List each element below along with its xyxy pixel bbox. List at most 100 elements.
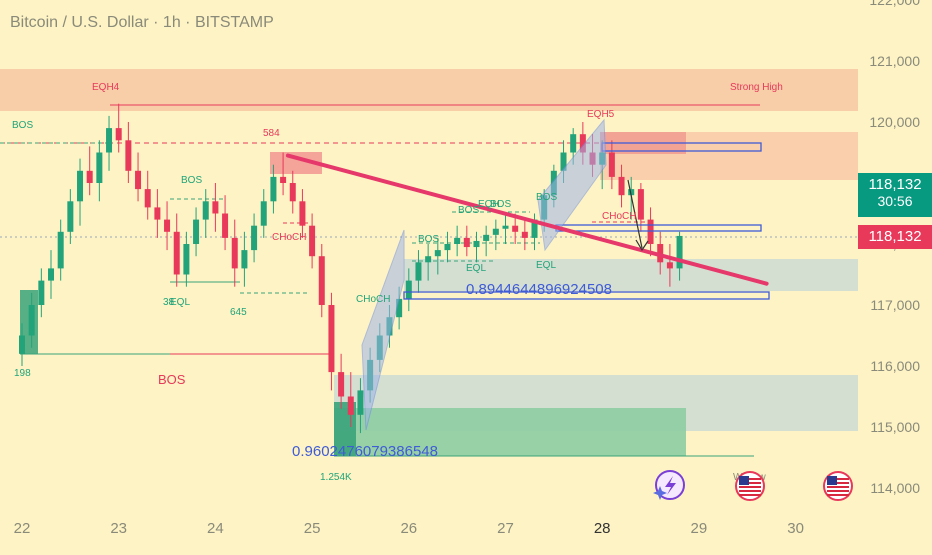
candle-body: [57, 231, 64, 269]
label-bos-c1: BOS: [418, 234, 439, 245]
candle-body: [106, 128, 113, 153]
candle-body: [144, 189, 151, 208]
demand-zone-gray: [404, 259, 858, 291]
candle-body: [357, 390, 364, 415]
candle-body: [96, 152, 103, 183]
flag-stripe: [827, 494, 849, 496]
label-bos-red: BOS: [158, 372, 186, 387]
candle-body: [676, 235, 683, 269]
candle-body: [309, 225, 316, 257]
zones: [0, 69, 858, 456]
candle-body: [492, 228, 499, 235]
label-eqh4: EQH4: [92, 82, 120, 93]
candle-body: [570, 134, 577, 153]
channel-right: [537, 118, 607, 252]
candle-body: [521, 231, 528, 238]
label-bos-c3: BOS: [458, 205, 479, 216]
candle-body: [231, 237, 238, 269]
candle-body: [202, 201, 209, 220]
candle-body: [502, 225, 509, 229]
candle-body: [338, 372, 345, 397]
candle-body: [512, 225, 519, 232]
candle-body: [19, 335, 25, 354]
label-38: 38: [163, 297, 175, 308]
candle-body: [173, 231, 180, 275]
last-price-value: 118,132: [868, 176, 922, 193]
candle-body: [328, 305, 335, 373]
candle-body: [154, 207, 161, 220]
candle-body: [241, 250, 248, 269]
flag-stripe: [827, 486, 849, 488]
price-tick-label: 114,000: [870, 480, 920, 496]
price-tick-label: 122,000: [869, 0, 920, 8]
price-tick-label: 117,000: [870, 297, 920, 313]
flag-stripe: [739, 494, 761, 496]
label-bos-mid: BOS: [181, 175, 202, 186]
countdown-value: 30:56: [877, 193, 913, 209]
label-choch1: CHoCH: [272, 232, 306, 243]
us-flag-icon-2: [823, 471, 853, 501]
flag-stripe: [739, 486, 761, 488]
time-tick-label: 30: [787, 520, 804, 537]
label-bos-left: BOS: [12, 120, 33, 131]
candle-body: [270, 176, 277, 202]
candle-body: [280, 176, 287, 183]
label-584: 584: [263, 128, 280, 139]
candle-body: [193, 219, 200, 244]
candle-body: [289, 183, 296, 202]
cursor-price-tag: 118,132: [858, 225, 932, 249]
candle-body: [135, 170, 142, 190]
candle-body: [560, 152, 567, 171]
candle-body: [434, 250, 441, 257]
strong-high-zone: [0, 69, 858, 111]
flag-stripe: [739, 490, 761, 492]
candle-body: [415, 262, 422, 281]
price-tick-label: 116,000: [870, 358, 920, 374]
label-198: 198: [14, 368, 31, 379]
candle-body: [637, 189, 644, 220]
flag-canton: [739, 476, 749, 485]
candle-body: [77, 170, 84, 202]
candle-body: [444, 244, 451, 251]
candle-body: [628, 189, 635, 196]
label-choch2: CHoCH: [356, 294, 390, 305]
label-eqh-c: EQH: [478, 199, 500, 210]
candle-body: [618, 176, 625, 196]
last-price-tag: 118,132 30:56: [858, 173, 932, 217]
label-eql1: EQL: [170, 297, 190, 308]
us-flag-icon-1: [735, 471, 765, 501]
label-645: 645: [230, 307, 247, 318]
overlays: [285, 118, 770, 431]
candle-body: [318, 256, 325, 305]
time-tick-label: 22: [14, 520, 31, 537]
label-bos-c2: BOS: [490, 199, 511, 210]
label-bos-c4: BOS: [536, 192, 557, 203]
cursor-price-value: 118,132: [868, 228, 922, 245]
blue-box-mid: [555, 224, 762, 232]
lower-zone-green: [334, 408, 686, 456]
time-tick-label: 23: [110, 520, 127, 537]
candle-body: [647, 219, 654, 244]
time-tick-label: 26: [400, 520, 417, 537]
projection-arrow: [627, 179, 643, 249]
time-axis: 22 23 24 25 26 27 28 29 30: [14, 520, 804, 537]
price-tick-label: 121,000: [869, 53, 920, 69]
label-fib-lower: 0.9602476079386548: [292, 443, 438, 460]
label-eql2: EQL: [466, 263, 486, 274]
time-tick-label: 24: [207, 520, 224, 537]
candle-body: [86, 170, 93, 183]
time-tick-label: 28: [594, 520, 611, 537]
time-tick-label: 27: [497, 520, 514, 537]
sparkle-glyph: [653, 486, 667, 500]
price-tick-label: 115,000: [870, 419, 920, 435]
label-choch3: CHoCH: [602, 211, 636, 222]
flag-canton: [827, 476, 837, 485]
candle-body: [405, 280, 412, 299]
candle-body: [579, 134, 586, 153]
candle-body: [260, 201, 267, 226]
label-eqh5: EQH5: [587, 109, 615, 120]
candle-body: [115, 128, 122, 141]
event-lightning-icon: [653, 470, 685, 500]
